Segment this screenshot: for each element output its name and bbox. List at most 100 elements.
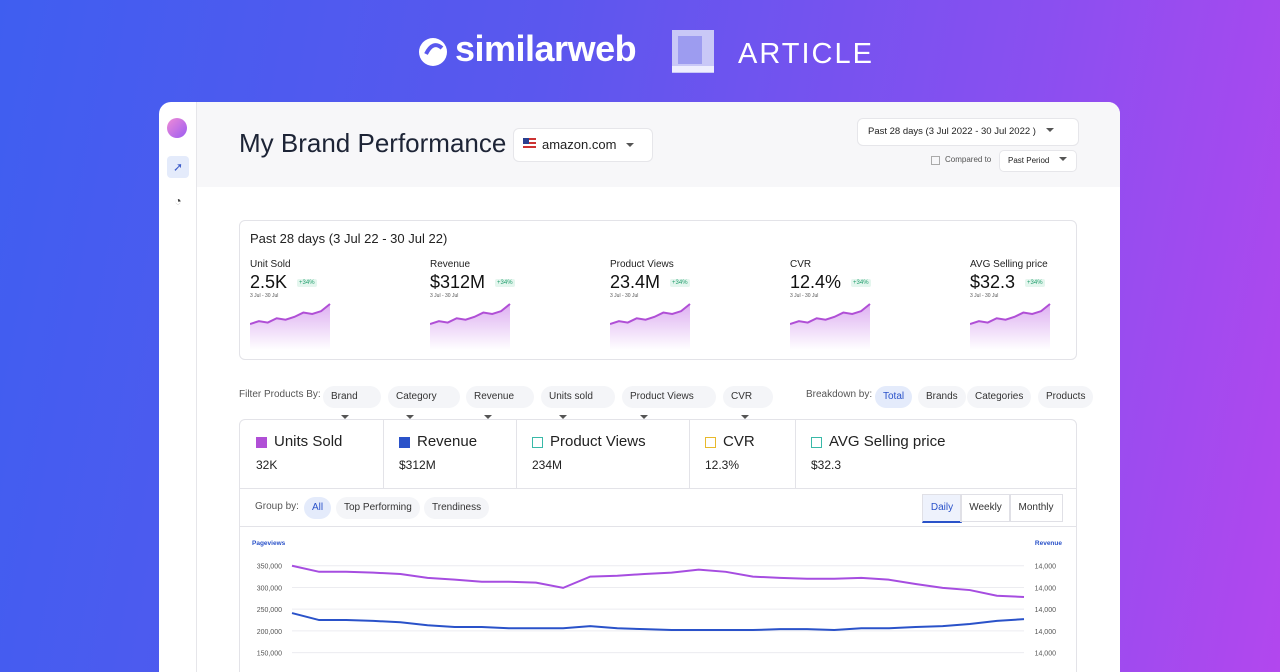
period-tab[interactable]: Daily xyxy=(922,494,962,523)
sparkline-area xyxy=(970,304,1050,350)
site-selector[interactable]: amazon.com xyxy=(513,128,653,162)
filter-dropdown[interactable]: Category xyxy=(388,386,460,408)
filter-dropdown[interactable]: Units sold xyxy=(541,386,615,408)
metric-value: $312M xyxy=(399,458,436,472)
sparkline xyxy=(250,303,331,350)
kpi-change: +34% xyxy=(495,279,515,287)
sparkline xyxy=(430,303,511,350)
compare-option: Past Period xyxy=(1008,156,1050,165)
page-title: My Brand Performance xyxy=(239,128,507,158)
period-tab[interactable]: Monthly xyxy=(1009,494,1063,522)
metric-value: $32.3 xyxy=(811,458,842,472)
compare-checkbox[interactable] xyxy=(931,156,940,165)
filter-dropdown[interactable]: CVR xyxy=(723,386,773,408)
period-tab[interactable]: Weekly xyxy=(960,494,1011,522)
kpi-value: $32.3 xyxy=(970,272,1016,292)
breakdown-option[interactable]: Total xyxy=(875,386,913,408)
sparkline-line xyxy=(250,303,331,325)
sparkline-area xyxy=(790,304,870,350)
metric-checkbox[interactable] xyxy=(399,437,410,448)
sparkline-area xyxy=(250,304,330,350)
sparkline-area xyxy=(610,304,690,350)
metric-value: 234M xyxy=(532,458,563,472)
metric-label: CVR xyxy=(723,433,755,450)
sparkline-line xyxy=(970,303,1051,325)
sparkline-line xyxy=(790,303,871,325)
divider xyxy=(795,420,796,488)
kpi-change: +34% xyxy=(851,279,871,287)
compare-label: Compared to xyxy=(945,155,992,164)
metric-label: Revenue xyxy=(417,433,478,450)
sparkline-line xyxy=(430,303,511,325)
group-option[interactable]: Top Performing xyxy=(336,497,420,519)
kpi-change: +34% xyxy=(1025,279,1045,287)
y2-tick-label: 14,000 xyxy=(1035,564,1057,571)
date-range: Past 28 days (3 Jul 2022 - 30 Jul 2022 ) xyxy=(868,126,1036,137)
metric-label: AVG Selling price xyxy=(829,433,946,450)
kpi-change: +34% xyxy=(297,279,317,287)
date-range-picker[interactable]: Past 28 days (3 Jul 2022 - 30 Jul 2022 ) xyxy=(857,118,1079,146)
kpi-label: AVG Selling price xyxy=(970,259,1048,270)
breakdown-option[interactable]: Brands xyxy=(918,386,966,408)
metric-checkbox[interactable] xyxy=(532,437,543,448)
article-label: ARTICLE xyxy=(738,38,874,70)
kpi-value: $312M xyxy=(430,272,486,292)
kpi-value: 23.4M xyxy=(610,272,661,292)
breakdown-option[interactable]: Categories xyxy=(967,386,1032,408)
breakdown-label: Breakdown by: xyxy=(806,389,873,400)
nav-icon[interactable]: ◔ xyxy=(174,194,182,208)
site: amazon.com xyxy=(542,137,617,152)
series-line xyxy=(291,564,1025,599)
kpi-period: 3 Jul - 30 Jul xyxy=(430,293,459,299)
filter-dropdown[interactable]: Revenue xyxy=(466,386,534,408)
nav-icon[interactable]: ➚ xyxy=(167,156,189,178)
divider xyxy=(240,488,1076,489)
kpi-period: 3 Jul - 30 Jul xyxy=(610,293,639,299)
breakdown-option[interactable]: Products xyxy=(1038,386,1094,408)
y-tick-label: 150,000 xyxy=(257,651,282,658)
flag xyxy=(523,138,536,150)
y2-axis-label: Revenue xyxy=(1035,540,1062,547)
kpi-value: 12.4% xyxy=(790,272,842,292)
filter-label: Filter Products By: xyxy=(239,389,321,400)
metrics-card xyxy=(239,419,1077,672)
article-icon xyxy=(672,30,714,73)
y-tick-label: 350,000 xyxy=(257,564,282,571)
sparkline-area xyxy=(430,304,510,350)
group-option[interactable]: Trendiness xyxy=(424,497,490,519)
y2-tick-label: 14,000 xyxy=(1035,607,1057,614)
sparkline xyxy=(610,303,691,350)
kpi-value: 2.5K xyxy=(250,272,288,292)
kpi-label: Product Views xyxy=(610,259,674,270)
metric-checkbox[interactable] xyxy=(705,437,716,448)
filter-dropdown[interactable]: Product Views xyxy=(622,386,716,408)
summary-title: Past 28 days (3 Jul 22 - 30 Jul 22) xyxy=(250,231,448,246)
metric-checkbox[interactable] xyxy=(811,437,822,448)
group-option[interactable]: All xyxy=(304,497,332,519)
metric-checkbox[interactable] xyxy=(256,437,267,448)
y-axis-label: Pageviews xyxy=(252,540,286,547)
kpi-period: 3 Jul - 30 Jul xyxy=(790,293,819,299)
brand-name: similarweb xyxy=(455,28,637,69)
divider xyxy=(383,420,384,488)
metric-value: 32K xyxy=(256,458,278,472)
sidebar-divider xyxy=(196,102,197,672)
series-line xyxy=(291,612,1025,632)
kpi-label: CVR xyxy=(790,259,812,270)
group-label: Group by: xyxy=(255,501,299,512)
y-tick-label: 200,000 xyxy=(257,629,282,636)
line-chart: Pageviews Revenue 350,000 14,000 300,000 14,0… xyxy=(252,540,1062,658)
kpi-label: Revenue xyxy=(430,259,471,270)
compare-select[interactable]: Past Period xyxy=(999,150,1077,172)
metric-label: Product Views xyxy=(550,433,646,450)
y2-tick-label: 14,000 xyxy=(1035,629,1057,636)
divider xyxy=(689,420,690,488)
brand-logo xyxy=(419,38,447,66)
y-tick-label: 300,000 xyxy=(257,585,282,592)
y-tick-label: 250,000 xyxy=(257,607,282,614)
filter-dropdown[interactable]: Brand xyxy=(323,386,381,408)
avatar[interactable] xyxy=(167,118,187,138)
y2-tick-label: 14,000 xyxy=(1035,651,1057,658)
summary-card xyxy=(239,220,1077,360)
